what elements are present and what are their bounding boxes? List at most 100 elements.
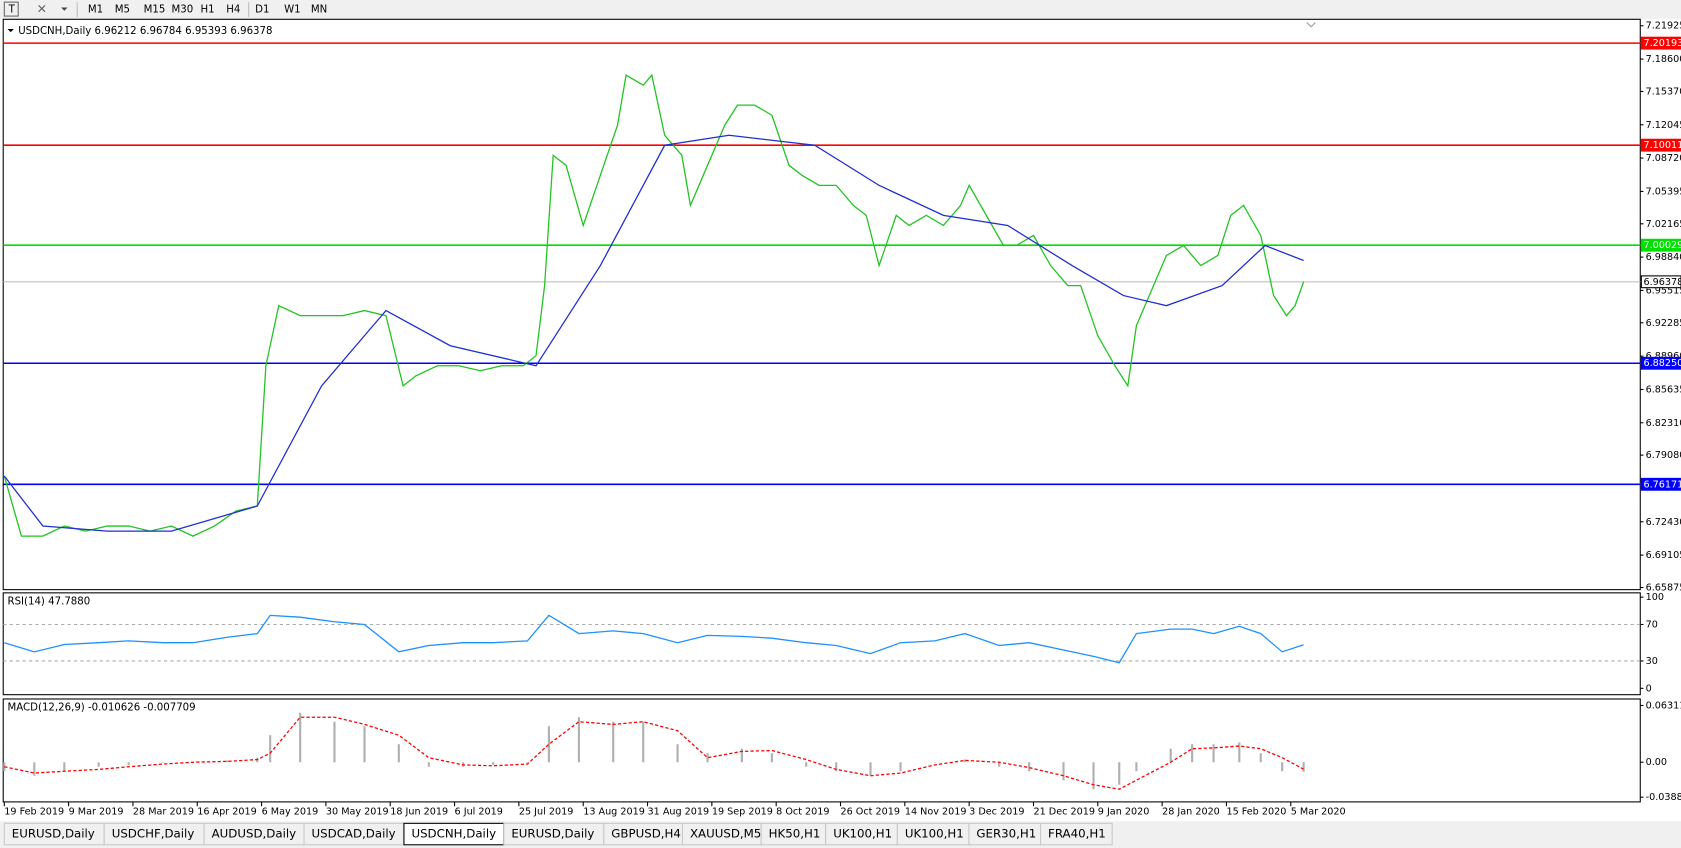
tab-label: UK100,H1	[833, 827, 892, 841]
macd-bar	[397, 744, 400, 763]
text-tool-icon: T	[8, 5, 16, 16]
macd-bar	[1118, 762, 1121, 785]
x-tick-label: 31 Aug 2019	[648, 807, 710, 818]
series-line	[3, 73, 1305, 537]
timeframe-button[interactable]: M15	[144, 5, 166, 16]
y-tick-label: 7.12045	[1646, 120, 1681, 131]
chart-title: USDCNH,Daily 6.96212 6.96784 6.95393 6.9…	[18, 26, 272, 37]
macd-bar	[1259, 753, 1262, 763]
macd-bar	[1092, 762, 1095, 790]
x-tick-label: 25 Jul 2019	[519, 807, 573, 818]
level-price-box	[1640, 36, 1681, 50]
level-price-box	[1640, 238, 1681, 252]
timeframe-button[interactable]: MN	[311, 5, 327, 16]
y-tick-label: 70	[1646, 619, 1658, 630]
level-price-label: 7.10011	[1643, 140, 1681, 151]
x-tick-label: 9 Mar 2019	[69, 807, 124, 818]
macd-bar	[226, 760, 229, 763]
tab-label: GBPUSD,H4	[611, 827, 681, 841]
level-price-box	[1640, 138, 1681, 152]
x-tick-label: 19 Sep 2019	[712, 807, 773, 818]
level-price-label: 6.88250	[1643, 358, 1681, 369]
tab-label: USDCNH,Daily	[411, 827, 496, 841]
y-tick-label: 7.05395	[1646, 186, 1681, 197]
macd-bar	[33, 762, 36, 776]
macd-bar	[1281, 762, 1284, 772]
y-tick-label: 7.15370	[1646, 86, 1681, 97]
macd-bar	[97, 762, 100, 767]
tab[interactable]	[1040, 822, 1113, 846]
macd-panel	[2, 698, 1641, 803]
y-tick-label: 100	[1646, 592, 1664, 603]
macd-bar	[963, 759, 966, 763]
rsi-title: RSI(14) 47.7880	[8, 596, 91, 607]
timeframe-button[interactable]: M30	[172, 5, 194, 16]
x-tick-label: 19 Feb 2019	[4, 807, 64, 818]
macd-bar	[676, 744, 679, 763]
macd-title: MACD(12,26,9) -0.010626 -0.007709	[8, 703, 196, 714]
objects-tool[interactable]	[38, 4, 46, 13]
tab-label: EURUSD,Daily	[12, 827, 95, 841]
macd-bar	[1062, 762, 1065, 781]
macd-bar	[1169, 748, 1172, 763]
macd-bar	[363, 726, 366, 763]
macd-bar	[1212, 744, 1215, 763]
y-tick-label: 6.98840	[1646, 252, 1681, 263]
tab-label: AUDUSD,Daily	[212, 827, 297, 841]
macd-bar	[740, 748, 743, 763]
macd-bar	[998, 762, 1001, 767]
x-tick-label: 28 Jan 2020	[1162, 807, 1220, 818]
macd-bar	[899, 762, 902, 772]
x-tick-label: 9 Jan 2020	[1098, 807, 1150, 818]
macd-bar	[427, 762, 430, 767]
x-tick-label: 30 May 2019	[326, 807, 389, 818]
macd-bar	[547, 726, 550, 763]
macd-bar	[161, 762, 165, 763]
y-tick-label: 0.00	[1646, 757, 1667, 768]
timeframe-button[interactable]: D1	[255, 5, 269, 16]
x-tick-label: 15 Feb 2020	[1226, 807, 1286, 818]
macd-bar	[1191, 744, 1194, 763]
level-price-label: 6.76171	[1643, 479, 1681, 490]
x-tick-label: 3 Dec 2019	[969, 807, 1024, 818]
tab-label: UK100,H1	[905, 827, 964, 841]
macd-bar	[770, 753, 773, 763]
series-line	[3, 134, 1304, 532]
x-tick-label: 26 Oct 2019	[841, 807, 901, 818]
timeframe-button[interactable]: H4	[226, 5, 240, 16]
y-tick-label: 0	[1646, 683, 1652, 694]
level-price-label: 6.96378	[1643, 277, 1681, 288]
x-tick-label: 16 Apr 2019	[197, 807, 257, 818]
dropdown[interactable]	[61, 7, 68, 11]
tab-label: FRA40,H1	[1048, 827, 1106, 841]
y-tick-label: 6.79080	[1646, 450, 1681, 461]
macd-bar	[577, 717, 580, 763]
macd-bar	[3, 762, 6, 772]
timeframe-button[interactable]: H1	[200, 5, 214, 16]
macd-bar	[526, 762, 529, 763]
x-tick-label: 13 Aug 2019	[583, 807, 645, 818]
x-tick-label: 18 Jun 2019	[390, 807, 448, 818]
x-tick-label: 6 May 2019	[262, 807, 319, 818]
macd-bar	[805, 762, 808, 767]
tab-label: EURUSD,Daily	[511, 827, 594, 841]
timeframe-button[interactable]: M1	[88, 5, 103, 16]
macd-bar	[642, 721, 645, 763]
timeframe-button[interactable]: M5	[115, 5, 130, 16]
timeframe-button[interactable]: W1	[284, 5, 301, 16]
macd-bar	[333, 721, 336, 763]
y-tick-label: 0.063113	[1646, 700, 1681, 711]
level-price-label: 7.20193	[1643, 38, 1681, 49]
y-tick-label: 7.02165	[1646, 219, 1681, 230]
y-tick-label: 6.85635	[1646, 384, 1681, 395]
macd-bar	[269, 735, 272, 763]
y-tick-label: 7.21925	[1646, 21, 1681, 32]
x-tick-label: 21 Dec 2019	[1033, 807, 1095, 818]
macd-bar	[1028, 762, 1031, 772]
macd-bar	[1302, 762, 1305, 772]
text-tool[interactable]	[3, 1, 19, 17]
tab-label: USDCHF,Daily	[112, 827, 195, 841]
level-price-label: 7.00029	[1643, 240, 1681, 251]
